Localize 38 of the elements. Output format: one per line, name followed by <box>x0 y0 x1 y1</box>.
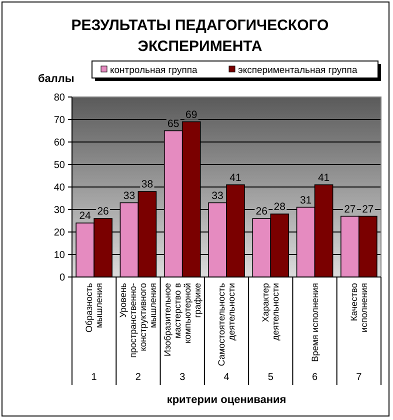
data-label: 65 <box>168 118 180 130</box>
text: 4 <box>224 372 230 383</box>
text: 1 <box>91 372 98 383</box>
legend-label: экспериментальная группа <box>238 65 358 76</box>
x-tick-label: Образность мышления <box>84 282 104 332</box>
data-label: 31 <box>300 194 312 206</box>
data-label: 38 <box>141 178 154 190</box>
y-tick-label: 10 <box>54 250 66 261</box>
x-tick-label: Качество исполнения <box>348 282 369 332</box>
data-label: 41 <box>318 172 330 184</box>
y-tick-label: 50 <box>54 160 66 171</box>
y-tick-label: 60 <box>54 138 66 148</box>
text: 5 <box>268 372 274 383</box>
data-label: 27 <box>362 203 374 216</box>
text: 7 <box>356 372 362 383</box>
text: 3 <box>180 372 186 383</box>
y-tick-label: 80 <box>54 92 66 104</box>
x-axis-title: критерии оценивания <box>166 394 286 406</box>
data-label: 69 <box>186 108 198 121</box>
data-label: 26 <box>97 206 110 218</box>
text: 2 <box>135 372 142 383</box>
y-axis-title: баллы <box>38 73 74 85</box>
data-label: 28 <box>274 201 286 213</box>
data-label: 41 <box>230 172 242 184</box>
y-tick-label: 0 <box>59 272 66 284</box>
y-tick-label: 30 <box>54 205 66 216</box>
text: 6 <box>312 372 318 383</box>
data-label: 26 <box>256 206 268 218</box>
data-label: 24 <box>79 210 92 222</box>
data-label: 33 <box>212 190 224 202</box>
chart-title: РЕЗУЛЬТАТЫ ПЕДАГОГИЧЕСКОГО ЭКСПЕРИМЕНТА <box>71 17 330 55</box>
y-tick-label: 40 <box>54 182 66 194</box>
x-tick-label: Время исполнения <box>310 282 320 362</box>
y-tick-label: 20 <box>54 228 66 238</box>
data-label: 27 <box>344 203 356 216</box>
y-tick-label: 70 <box>54 115 66 126</box>
data-label: 33 <box>123 190 136 202</box>
legend-label: контрольная группа <box>110 65 198 76</box>
